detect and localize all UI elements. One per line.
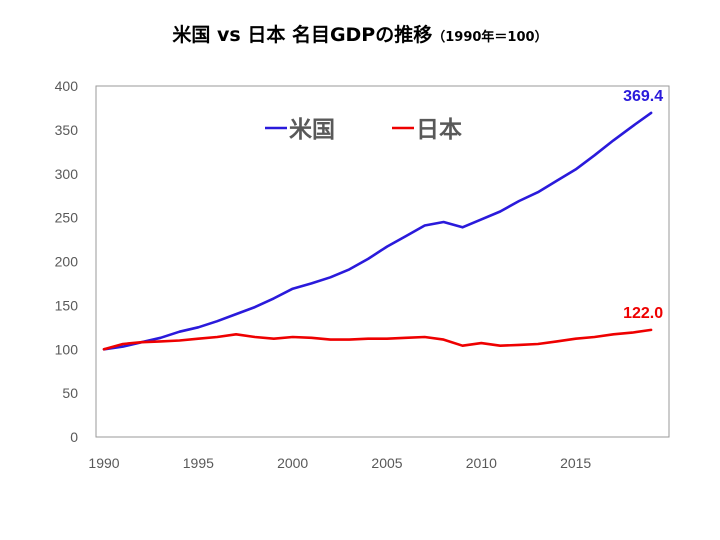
y-tick-label: 250 <box>55 210 79 226</box>
data-label-japan: 122.0 <box>623 305 663 322</box>
legend-label-japan: 日本 <box>416 117 462 143</box>
plot-area-border <box>95 85 670 438</box>
chart-axes <box>95 85 670 438</box>
chart-subtitle: （1990年＝100） <box>432 30 548 45</box>
series-line-usa <box>102 111 653 351</box>
y-tick-label: 400 <box>55 78 79 94</box>
y-tick-label: 150 <box>55 297 79 313</box>
y-tick-label: 50 <box>62 385 78 401</box>
end-labels: 369.4 122.0 <box>623 88 663 322</box>
x-tick-label: 2005 <box>371 455 402 471</box>
series-line-japan <box>102 328 653 351</box>
chart-title-main: 米国 vs 日本 名目GDPの推移 <box>172 24 433 46</box>
chart-legend: 米国 日本 <box>265 117 462 143</box>
x-tick-label: 2015 <box>560 455 591 471</box>
y-tick-label: 100 <box>55 341 79 357</box>
x-tick-label: 2000 <box>277 455 308 471</box>
y-tick-label: 200 <box>55 254 79 270</box>
legend-label-usa: 米国 <box>289 117 335 143</box>
y-tick-label: 0 <box>70 429 78 445</box>
chart-series <box>102 111 653 351</box>
tick-labels: 0 50 100 150 200 250 300 350 400 1990 1995 2000 2005… <box>55 78 592 471</box>
y-tick-label: 300 <box>55 166 79 182</box>
x-tick-label: 1990 <box>88 455 119 471</box>
x-tick-label: 2010 <box>466 455 497 471</box>
y-tick-label: 350 <box>55 122 79 138</box>
x-tick-label: 1995 <box>183 455 214 471</box>
chart-title: 米国 vs 日本 名目GDPの推移（1990年＝100） <box>0 20 720 47</box>
data-label-usa: 369.4 <box>623 88 663 105</box>
